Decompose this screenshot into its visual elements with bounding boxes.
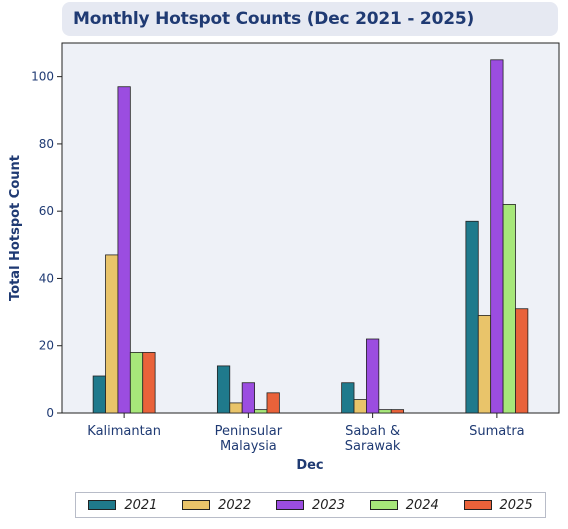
- x-tick-label: Peninsular Malaysia: [215, 424, 283, 454]
- bar-2024-0: [129, 352, 144, 414]
- legend-label: 2023: [311, 497, 346, 513]
- bar-2021-3: [465, 220, 479, 414]
- bar-2025-2: [390, 409, 405, 414]
- legend-item-2024: 2024: [369, 497, 439, 513]
- bar-2024-3: [502, 204, 516, 414]
- legend-label: 2022: [218, 497, 252, 513]
- bar-2024-1: [254, 409, 268, 414]
- bar-2022-2: [353, 399, 367, 414]
- legend-swatch: [369, 500, 398, 510]
- bar-2021-2: [341, 382, 355, 414]
- bar-2025-0: [142, 352, 156, 414]
- chart-title: Monthly Hotspot Counts (Dec 2021 - 2025): [73, 9, 475, 29]
- legend-label: 2025: [499, 497, 533, 513]
- legend-item-2022: 2022: [182, 498, 251, 513]
- x-tick-label: Sumatra: [469, 424, 525, 439]
- bar-2021-0: [92, 375, 106, 414]
- y-tick-label: 60: [39, 204, 54, 218]
- bar-2025-3: [515, 308, 529, 414]
- y-tick-label: 0: [46, 406, 54, 420]
- bar-2023-2: [366, 338, 380, 414]
- bar-2024-2: [378, 409, 392, 414]
- y-tick-label: 100: [31, 70, 54, 84]
- x-tick-label: Sabah & Sarawak: [345, 424, 401, 454]
- y-tick-label: 40: [39, 271, 54, 285]
- bar-chart: 0 20 40 60 80 100 Kalimantan Peninsular Malaysi…: [8, 42, 560, 473]
- bar-2023-0: [117, 86, 131, 414]
- x-axis-label: Dec: [296, 458, 323, 473]
- bar-2022-3: [477, 315, 492, 414]
- legend-swatch: [182, 500, 211, 510]
- chart-title-box: Monthly Hotspot Counts (Dec 2021 - 2025): [62, 2, 558, 36]
- legend-item-2025: 2025: [463, 497, 533, 513]
- y-tick-label: 80: [39, 137, 54, 151]
- legend-item-2023: 2023: [275, 497, 346, 513]
- x-tick-label: Kalimantan: [87, 424, 161, 439]
- legend-swatch: [88, 500, 117, 510]
- chart-legend: 2021 2022 2023 2024 2025: [75, 492, 546, 518]
- legend-item-2021: 2021: [88, 498, 157, 513]
- y-tick-label: 20: [39, 339, 54, 353]
- legend-label: 2024: [405, 497, 439, 513]
- bar-2022-0: [105, 254, 119, 414]
- legend-label: 2021: [124, 497, 158, 513]
- bar-2023-3: [490, 59, 504, 414]
- bar-2022-1: [229, 402, 243, 414]
- legend-swatch: [275, 500, 304, 510]
- bar-2021-1: [216, 365, 231, 414]
- bar-2023-1: [241, 382, 255, 414]
- legend-swatch: [463, 500, 492, 510]
- y-axis-label: Total Hotspot Count: [8, 155, 23, 301]
- bar-2025-1: [266, 392, 280, 414]
